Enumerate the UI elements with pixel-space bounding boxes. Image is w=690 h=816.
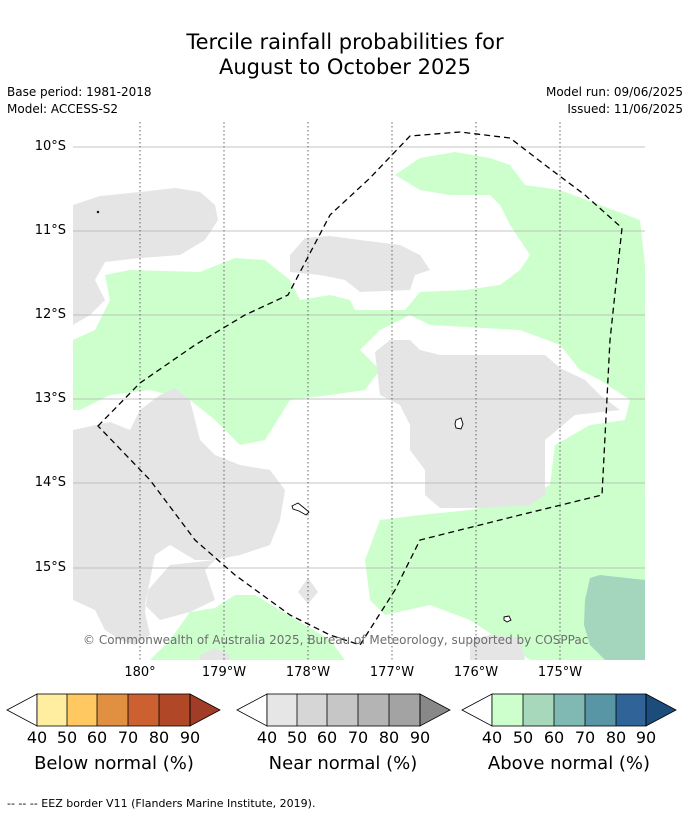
near-normal-region: [73, 188, 620, 660]
above-tick-90: 90: [635, 728, 657, 747]
eez-legend: -- -- -- EEZ border V11 (Flanders Marine…: [7, 797, 316, 810]
right-meta: Model run: 09/06/2025 Issued: 11/06/2025: [546, 84, 683, 118]
above-normal-50-region: [584, 575, 645, 660]
lon-label-179w: 179°W: [201, 665, 247, 680]
near-tick-80: 80: [378, 728, 400, 747]
lon-label-177w: 177°W: [369, 665, 415, 680]
colorbar-near-normal: [236, 693, 451, 727]
near-normal-caption: Near normal (%): [268, 753, 418, 774]
lat-label-14s: 14°S: [34, 475, 66, 490]
lon-label-178w: 178°W: [285, 665, 331, 680]
lat-label-11s: 11°S: [34, 223, 66, 238]
below-tick-90: 90: [179, 728, 201, 747]
near-tick-50: 50: [286, 728, 308, 747]
lat-label-15s: 15°S: [34, 560, 66, 575]
above-tick-80: 80: [605, 728, 627, 747]
left-meta: Base period: 1981-2018 Model: ACCESS-S2: [7, 84, 152, 118]
above-tick-70: 70: [574, 728, 596, 747]
colorbar-below-normal: [6, 693, 221, 727]
title-line-2: August to October 2025: [218, 55, 472, 79]
below-tick-40: 40: [26, 728, 48, 747]
lon-label-175w: 175°W: [537, 665, 583, 680]
near-tick-60: 60: [316, 728, 338, 747]
map-title: Tercile rainfall probabilities for Augus…: [0, 30, 690, 80]
above-tick-40: 40: [481, 728, 503, 747]
lat-label-10s: 10°S: [34, 139, 66, 154]
base-period: Base period: 1981-2018: [7, 85, 152, 99]
island-outlines: [96, 210, 512, 623]
below-normal-caption: Below normal (%): [34, 753, 194, 774]
lat-label-12s: 12°S: [34, 307, 66, 322]
lon-label-176w: 176°W: [453, 665, 499, 680]
below-tick-60: 60: [86, 728, 108, 747]
colorbar-above-normal: [461, 693, 677, 727]
lat-label-13s: 13°S: [34, 391, 66, 406]
eez-border: [97, 131, 623, 646]
near-tick-90: 90: [409, 728, 431, 747]
lat-gridlines: [73, 146, 645, 569]
copyright-notice: © Commonwealth of Australia 2025, Bureau…: [83, 633, 589, 647]
model-run: Model run: 09/06/2025: [545, 85, 683, 99]
model-name: Model: ACCESS-S2: [7, 102, 119, 116]
above-tick-50: 50: [512, 728, 534, 747]
near-tick-40: 40: [256, 728, 278, 747]
below-tick-50: 50: [56, 728, 78, 747]
above-tick-60: 60: [543, 728, 565, 747]
lon-gridlines: [139, 122, 561, 660]
near-tick-70: 70: [347, 728, 369, 747]
above-normal-caption: Above normal (%): [487, 753, 651, 774]
issued-date: Issued: 11/06/2025: [567, 102, 683, 116]
title-line-1: Tercile rainfall probabilities for: [186, 30, 504, 54]
below-tick-80: 80: [148, 728, 170, 747]
below-tick-70: 70: [117, 728, 139, 747]
colorbars: [6, 693, 677, 727]
lon-label-180: 180°: [124, 665, 156, 680]
